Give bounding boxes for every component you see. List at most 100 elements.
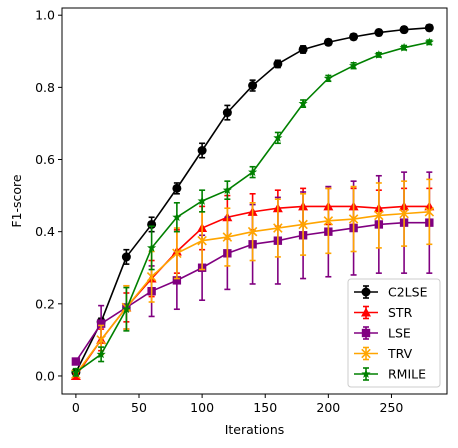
legend-entry: TRV: [354, 346, 413, 361]
marker-shape: [323, 37, 333, 47]
data-point: [323, 37, 333, 47]
series-trv: [71, 178, 435, 379]
legend-label: TRV: [387, 346, 413, 361]
y-axis-title: F1-score: [9, 174, 24, 228]
data-point: [298, 219, 308, 230]
data-point: [172, 212, 182, 222]
x-tick-label: 200: [316, 400, 340, 415]
data-point: [424, 23, 434, 33]
marker-shape: [374, 50, 384, 59]
marker-shape: [96, 319, 106, 328]
marker-shape: [361, 369, 371, 378]
legend-marker: [361, 369, 371, 378]
marker-stroke: [323, 216, 334, 226]
data-point: [349, 32, 359, 42]
data-point: [424, 37, 434, 47]
marker-shape: [424, 23, 434, 33]
x-tick-label: 250: [380, 400, 404, 415]
marker-shape: [361, 307, 371, 317]
data-point: [146, 271, 157, 282]
marker-shape: [121, 304, 131, 314]
y-tick-label: 0.0: [35, 368, 55, 383]
marker-stroke: [424, 207, 435, 217]
x-tick-label: 100: [190, 400, 214, 415]
legend-label: C2LSE: [388, 285, 428, 300]
marker-stroke: [146, 271, 157, 282]
marker-shape: [197, 196, 207, 205]
marker-shape: [172, 276, 182, 285]
marker-shape: [71, 357, 81, 366]
data-point: [222, 108, 232, 118]
data-point: [298, 98, 308, 108]
plot-area: [70, 23, 435, 380]
data-point: [374, 50, 384, 59]
data-point: [424, 207, 435, 217]
legend-box: [347, 278, 441, 388]
data-point: [71, 357, 81, 366]
marker-stroke: [247, 226, 258, 237]
data-point: [399, 25, 409, 35]
data-point: [323, 216, 334, 226]
legend: C2LSE STR LSE TRV RMILE: [347, 278, 441, 388]
marker-shape: [121, 252, 131, 262]
legend-entry: LSE: [354, 326, 411, 341]
data-point: [197, 196, 207, 205]
legend-marker: [361, 328, 371, 338]
data-point: [248, 167, 258, 177]
y-tick-label: 0.4: [35, 224, 55, 239]
axes: 0 50 100 150 200 250 0.0 0.2 0.4 0.6 0.8 1.0: [35, 8, 403, 415]
data-point: [399, 208, 409, 219]
data-point: [374, 210, 384, 221]
x-tick-label: 150: [253, 400, 277, 415]
data-point: [172, 248, 182, 259]
marker-stroke: [399, 208, 409, 219]
data-point: [96, 319, 106, 328]
marker-shape: [298, 98, 308, 108]
data-point: [273, 223, 283, 233]
plot-frame: [61, 7, 448, 395]
data-point: [349, 60, 359, 70]
marker-shape: [424, 37, 434, 47]
marker-stroke: [197, 235, 207, 246]
marker-shape: [323, 73, 333, 83]
marker-shape: [222, 185, 232, 195]
data-point: [172, 276, 182, 285]
legend-label: LSE: [388, 326, 411, 341]
marker-shape: [399, 25, 409, 35]
marker-shape: [349, 32, 359, 42]
marker-shape: [273, 133, 283, 142]
x-tick-label: 50: [131, 400, 147, 415]
marker-shape: [96, 349, 106, 359]
data-point: [197, 235, 207, 246]
marker-stroke: [361, 348, 371, 359]
data-point: [222, 232, 233, 242]
data-point: [222, 185, 232, 195]
marker-shape: [248, 167, 258, 177]
y-tick-label: 0.8: [35, 80, 55, 95]
data-point: [273, 59, 283, 69]
legend-marker: [361, 307, 371, 317]
marker-shape: [361, 328, 371, 338]
marker-shape: [399, 42, 409, 52]
legend-label: RMILE: [388, 367, 426, 382]
marker-shape: [374, 28, 384, 38]
data-point: [71, 367, 81, 377]
marker-shape: [248, 81, 258, 91]
data-point: [121, 252, 131, 262]
y-tick-label: 1.0: [35, 8, 55, 23]
legend-marker: [361, 287, 371, 297]
data-point: [96, 335, 106, 345]
marker-shape: [361, 287, 371, 297]
data-point: [248, 81, 258, 91]
marker-stroke: [172, 248, 182, 259]
data-point: [399, 42, 409, 52]
legend-entry: RMILE: [354, 367, 426, 382]
data-point: [374, 28, 384, 38]
marker-stroke: [273, 223, 283, 233]
marker-stroke: [96, 335, 106, 345]
marker-stroke: [222, 232, 233, 242]
marker-shape: [222, 108, 232, 118]
data-point: [147, 243, 157, 252]
marker-shape: [71, 367, 81, 377]
data-point: [121, 304, 131, 314]
